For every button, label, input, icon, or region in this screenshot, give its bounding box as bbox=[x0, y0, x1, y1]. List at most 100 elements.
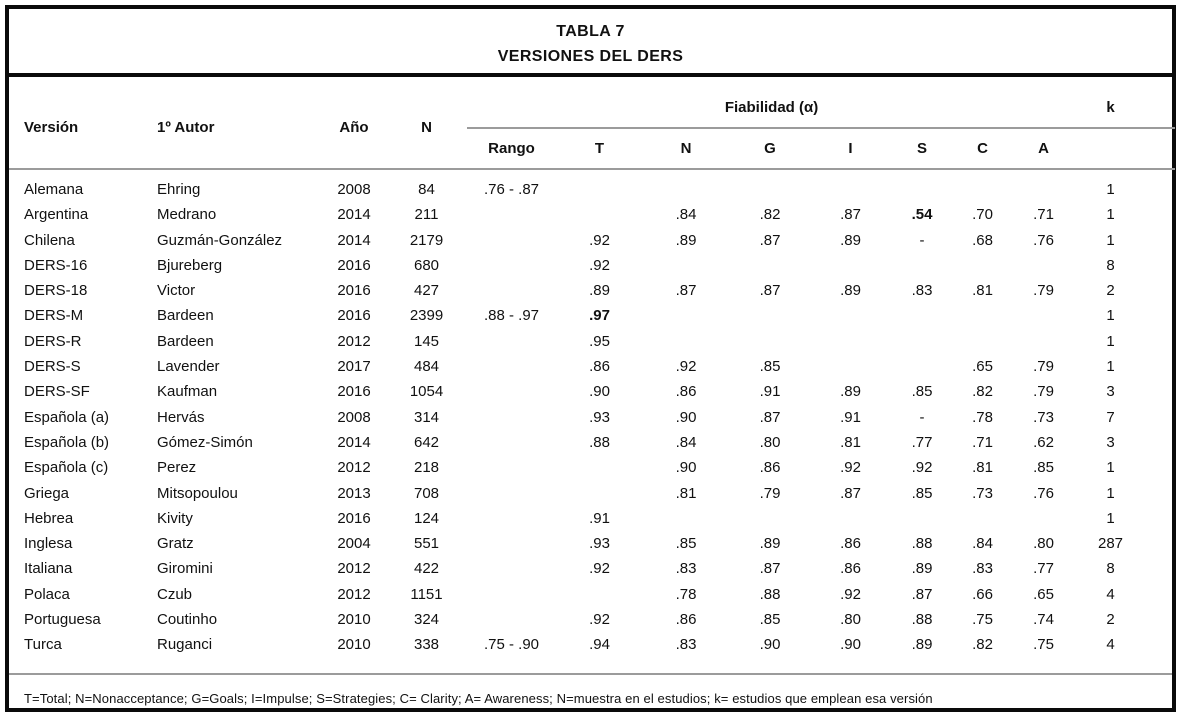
cell-s: .89 bbox=[911, 636, 933, 654]
cell-version: Turca bbox=[24, 636, 62, 654]
cell-c: .70 bbox=[972, 206, 993, 224]
cell-g: .90 bbox=[759, 636, 781, 654]
cell-g bbox=[729, 329, 811, 354]
cell-n: 551 bbox=[413, 535, 440, 553]
cell-n2 bbox=[643, 253, 729, 278]
cell-i: .89 bbox=[840, 231, 861, 249]
table-row: Griega Mitsopoulou 2013 708 .81 .79 .87 .85 .73.… bbox=[9, 481, 1175, 506]
cell-g bbox=[729, 303, 811, 328]
cell-c: .65 bbox=[972, 358, 993, 376]
cell-ano: 2014 bbox=[337, 433, 371, 451]
cell-n2: .92 bbox=[675, 358, 697, 376]
cell-s: .92 bbox=[911, 459, 933, 477]
cell-i: .87 bbox=[840, 206, 861, 224]
cell-s bbox=[890, 506, 954, 531]
table-header: Versión 1º Autor Año N Fiabilidad (α) k … bbox=[9, 77, 1176, 170]
cell-version: Griega bbox=[24, 484, 70, 502]
cell-i bbox=[811, 253, 890, 278]
cell-c: .75 bbox=[972, 611, 993, 629]
cell-n: 84 bbox=[418, 181, 435, 198]
table-row: DERS-M Bardeen 2016 2399 .88 - .97 .97 1 bbox=[9, 303, 1175, 328]
cell-rango bbox=[467, 379, 556, 404]
cell-k: 1 bbox=[1106, 181, 1115, 198]
cell-g: .87 bbox=[759, 231, 781, 249]
table-row: Española (c) Perez 2012 218 .90 .86 .92 .92 .81.… bbox=[9, 455, 1175, 480]
cell-ano: 2008 bbox=[337, 181, 371, 198]
cell-n: 422 bbox=[413, 560, 440, 578]
cell-c bbox=[954, 303, 1011, 328]
cell-a bbox=[1011, 329, 1076, 354]
cell-version: Argentina bbox=[24, 206, 89, 224]
cell-k: 1 bbox=[1106, 332, 1115, 350]
cell-n: 484 bbox=[413, 358, 440, 376]
cell-autor: Giromini bbox=[157, 560, 213, 578]
cell-k: 2 bbox=[1106, 282, 1115, 300]
cell-s: - bbox=[919, 231, 925, 249]
cell-version: Alemana bbox=[24, 181, 84, 198]
cell-version: Inglesa bbox=[24, 535, 73, 553]
cell-i bbox=[811, 169, 890, 202]
cell-n2 bbox=[643, 303, 729, 328]
cell-i: .91 bbox=[840, 408, 861, 426]
cell-i bbox=[811, 329, 890, 354]
cell-rango bbox=[467, 531, 556, 556]
col-header-autor: 1º Autor bbox=[157, 77, 322, 170]
cell-s bbox=[890, 354, 954, 379]
cell-a bbox=[1011, 303, 1076, 328]
col-header-k-spacer bbox=[1076, 128, 1176, 170]
col-header-n: N bbox=[386, 77, 467, 170]
table-row: Española (a) Hervás 2008 314 .93 .90 .87 .91 - .7… bbox=[9, 405, 1175, 430]
col-header-fiabilidad: Fiabilidad (α) bbox=[467, 77, 1077, 129]
cell-n2: .90 bbox=[675, 459, 697, 477]
cell-autor: Kaufman bbox=[157, 383, 218, 401]
cell-n2: .89 bbox=[675, 231, 697, 249]
col-header-t: T bbox=[556, 128, 643, 170]
cell-n: 218 bbox=[413, 459, 440, 477]
cell-i: .81 bbox=[840, 433, 861, 451]
cell-a: .85 bbox=[1033, 459, 1054, 477]
table-row: Italiana Giromini 2012 422 .92 .83 .87 .86 .89 .8… bbox=[9, 556, 1175, 581]
cell-autor: Hervás bbox=[157, 408, 205, 426]
table-row: Española (b) Gómez-Simón 2014 642 .88 .84 .80.… bbox=[9, 430, 1175, 455]
col-header-s: S bbox=[890, 128, 954, 170]
cell-t bbox=[556, 582, 643, 607]
cell-version: Española (a) bbox=[24, 408, 110, 426]
cell-ano: 2004 bbox=[337, 535, 371, 553]
cell-g bbox=[729, 506, 811, 531]
cell-i: .92 bbox=[840, 585, 861, 603]
cell-i bbox=[811, 354, 890, 379]
cell-a: .71 bbox=[1033, 206, 1054, 224]
col-header-rango: Rango bbox=[467, 128, 556, 170]
cell-c: .81 bbox=[972, 282, 993, 300]
cell-c: .84 bbox=[972, 535, 993, 553]
cell-t: .86 bbox=[589, 358, 610, 376]
cell-a: .79 bbox=[1033, 358, 1054, 376]
table-row: Alemana Ehring 2008 84 .76 - .87 1 bbox=[9, 169, 1175, 202]
cell-c: .73 bbox=[972, 484, 993, 502]
cell-a bbox=[1011, 253, 1076, 278]
cell-rango bbox=[467, 278, 556, 303]
cell-t: .92 bbox=[589, 560, 610, 578]
cell-t: .97 bbox=[589, 307, 610, 325]
table-frame: TABLA 7 VERSIONES DEL DERS Versión 1º Au… bbox=[5, 5, 1176, 712]
cell-rango: .76 - .87 bbox=[483, 181, 540, 198]
cell-autor: Gratz bbox=[157, 535, 194, 553]
cell-n: 642 bbox=[413, 433, 440, 451]
cell-g: .89 bbox=[759, 535, 781, 553]
cell-g bbox=[729, 253, 811, 278]
table-title: TABLA 7 VERSIONES DEL DERS bbox=[9, 9, 1172, 77]
cell-i: .86 bbox=[840, 535, 861, 553]
cell-a: .74 bbox=[1033, 611, 1054, 629]
cell-ano: 2012 bbox=[337, 332, 371, 350]
cell-s bbox=[890, 253, 954, 278]
cell-ano: 2008 bbox=[337, 408, 371, 426]
cell-n: 145 bbox=[413, 332, 440, 350]
table-row: DERS-16 Bjureberg 2016 680 .92 8 bbox=[9, 253, 1175, 278]
cell-c: .83 bbox=[972, 560, 993, 578]
cell-version: DERS-M bbox=[24, 307, 84, 325]
cell-rango: .75 - .90 bbox=[483, 636, 540, 654]
cell-n2 bbox=[643, 506, 729, 531]
cell-a: .76 bbox=[1033, 484, 1054, 502]
cell-ano: 2012 bbox=[337, 560, 371, 578]
cell-s: .83 bbox=[911, 282, 933, 300]
